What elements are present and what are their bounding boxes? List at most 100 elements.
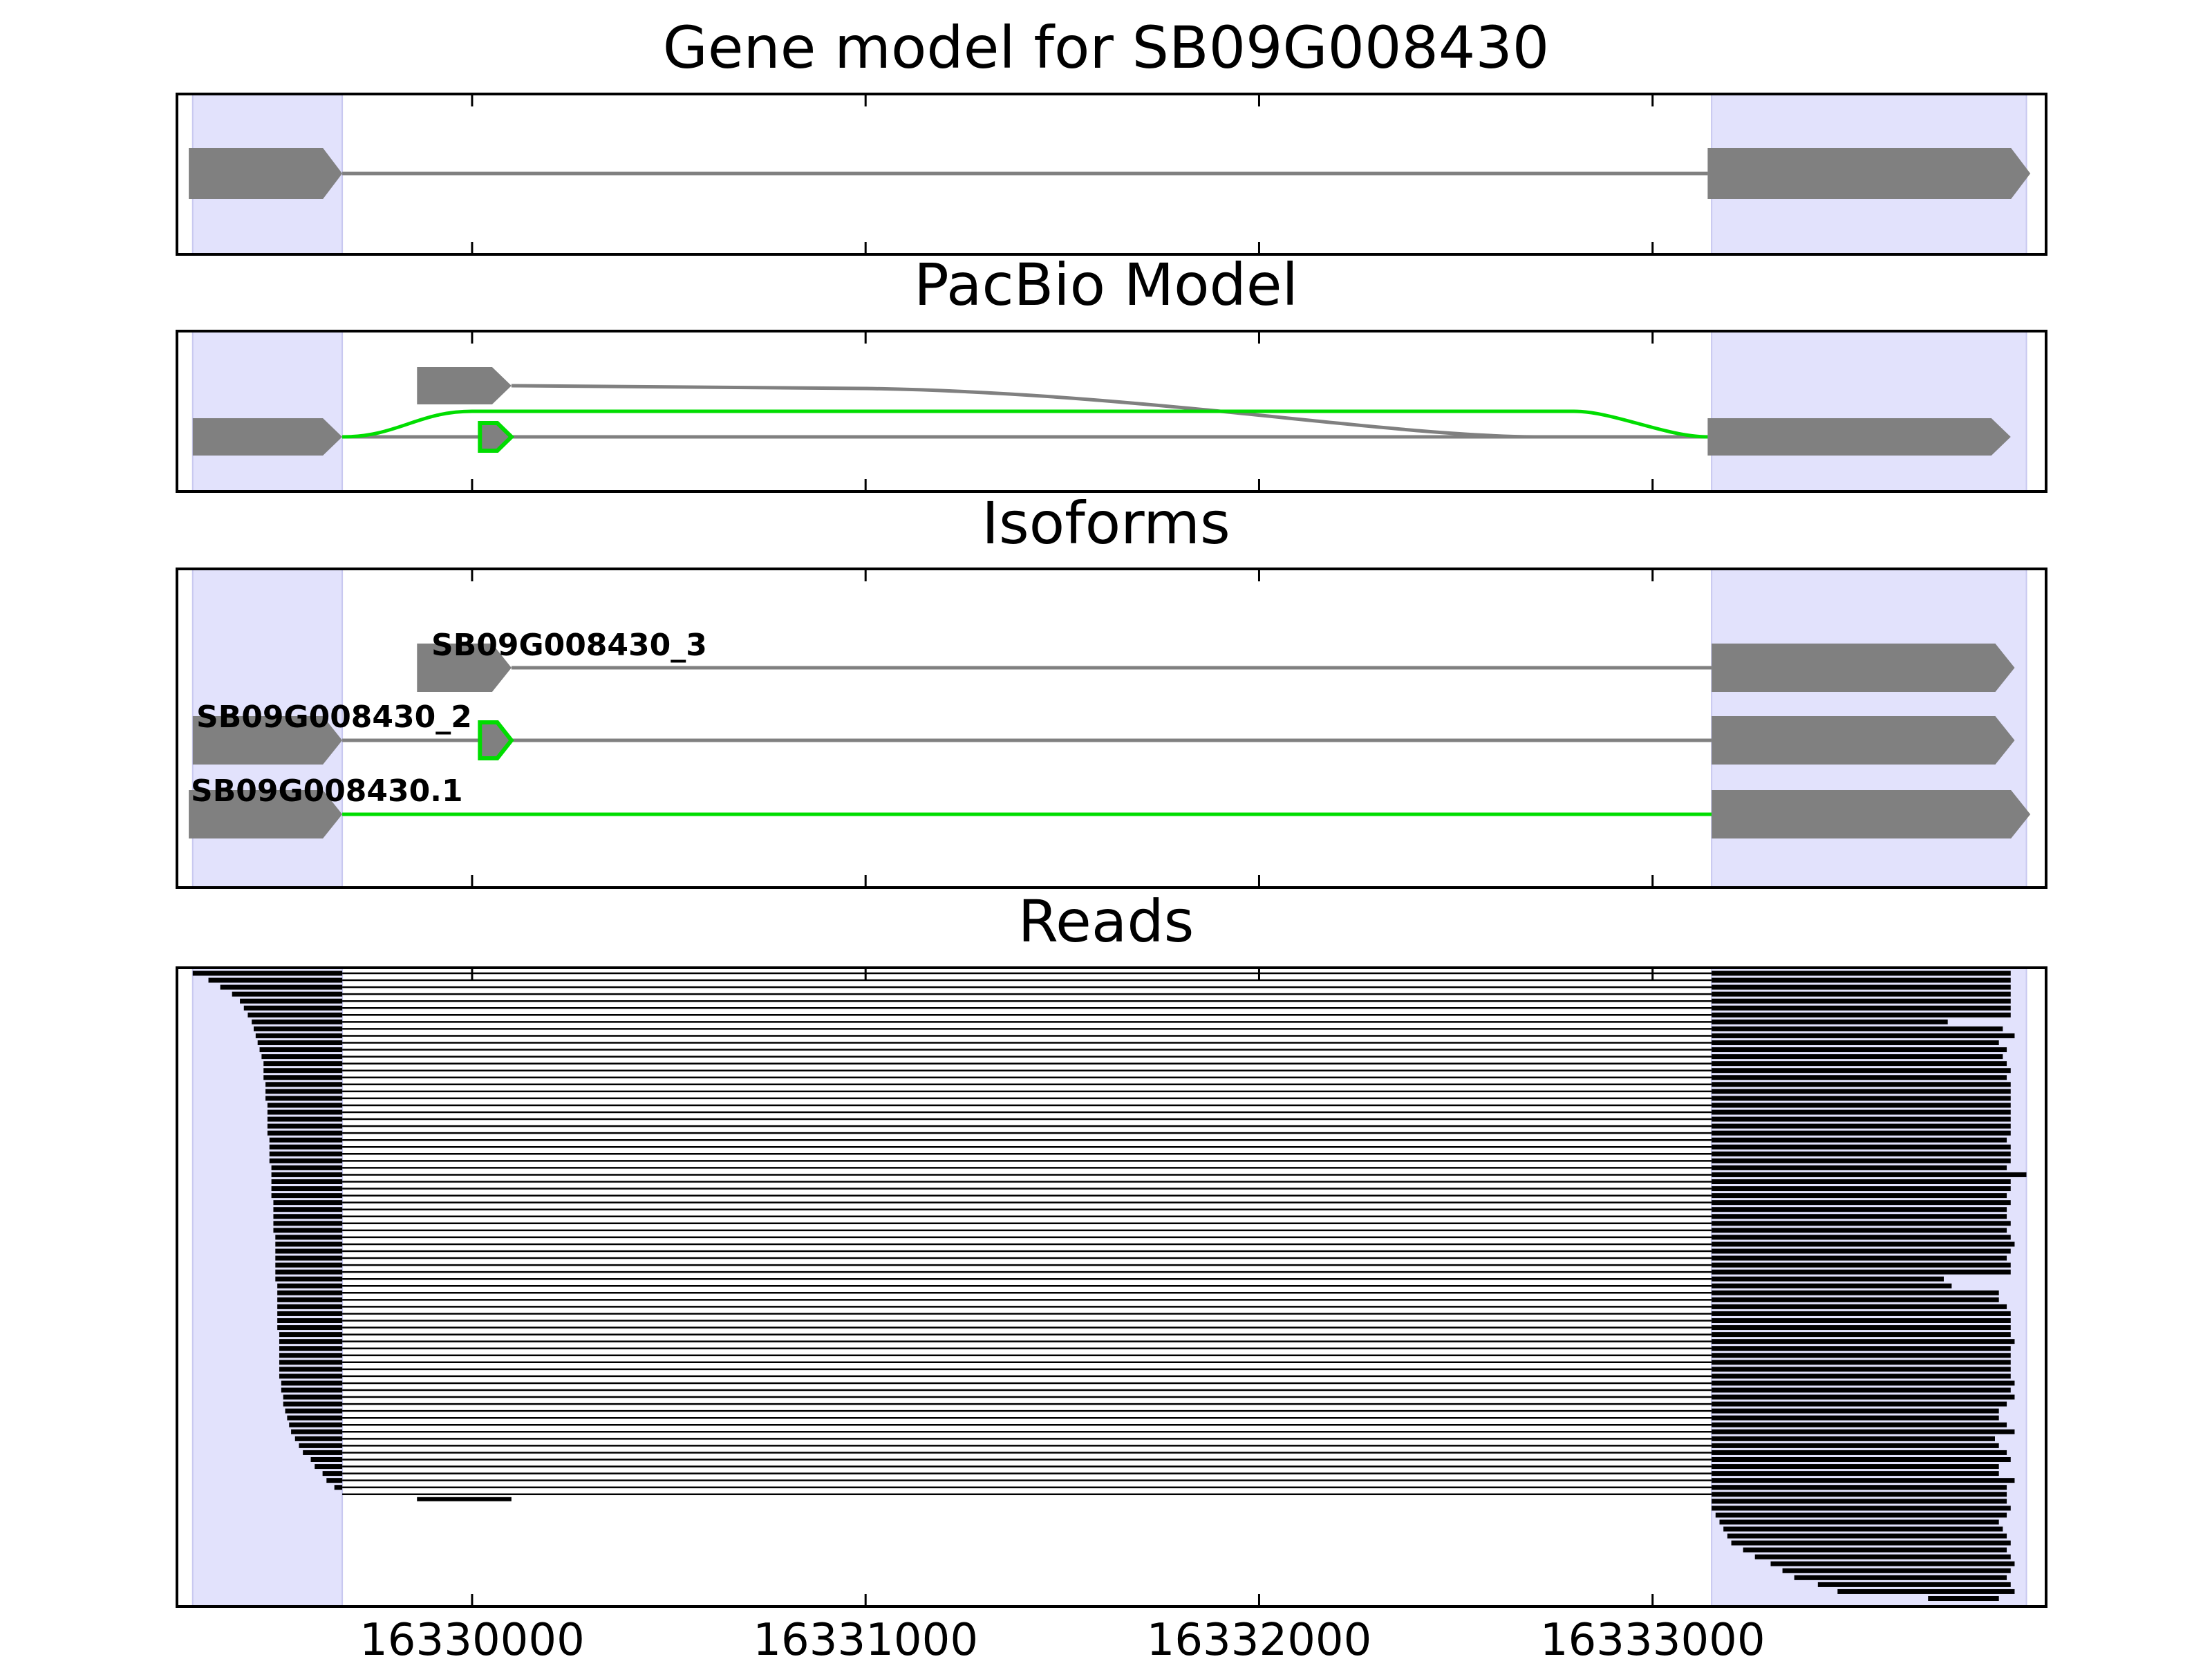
exon xyxy=(417,367,512,404)
x-tick-label: 16331000 xyxy=(753,1615,978,1659)
read-exon xyxy=(271,1186,343,1192)
read-unspliced xyxy=(1770,1561,2015,1566)
exon xyxy=(192,716,343,765)
read-exon xyxy=(267,1123,343,1129)
read-unspliced xyxy=(1712,1506,2011,1511)
read-exon xyxy=(269,1158,343,1163)
novel-exon xyxy=(478,720,514,760)
read-exon xyxy=(1712,1241,2015,1247)
read-exon xyxy=(247,1012,343,1018)
read-exon xyxy=(1712,1332,2011,1338)
read-exon xyxy=(240,998,343,1004)
gene-model-panel xyxy=(176,93,2047,256)
x-tick-label: 16330000 xyxy=(359,1615,585,1659)
read-exon xyxy=(1712,1367,2011,1372)
read-exon xyxy=(279,1360,343,1365)
read-exon xyxy=(275,1241,343,1247)
read-exon xyxy=(1712,1130,2011,1136)
read-exon xyxy=(275,1248,343,1254)
read-exon xyxy=(1712,1325,2011,1331)
read-exon xyxy=(275,1255,343,1261)
read-exon xyxy=(273,1207,343,1212)
read-exon xyxy=(281,1380,343,1386)
read-exon xyxy=(243,1005,343,1011)
read-exon xyxy=(1712,1436,1995,1441)
read-exon xyxy=(1712,1214,2007,1219)
isoform-label: SB09G008430_2 xyxy=(196,700,472,735)
read-exon xyxy=(1712,1311,2011,1316)
read-exon xyxy=(1712,1248,2011,1254)
read-exon xyxy=(1712,1485,2007,1490)
read-exon xyxy=(1712,971,2011,976)
novel-exon xyxy=(478,421,515,453)
read-exon xyxy=(1712,1207,2007,1212)
read-exon xyxy=(1712,1193,2007,1199)
read-exon xyxy=(1712,991,2011,997)
read-exon xyxy=(315,1464,343,1470)
read-unspliced xyxy=(1754,1554,2011,1559)
read-exon xyxy=(1712,1165,2007,1170)
read-fragment xyxy=(417,1497,512,1501)
read-exon xyxy=(1712,1318,2011,1323)
read-exon xyxy=(277,1290,343,1295)
read-exon xyxy=(1712,1457,2011,1462)
read-exon xyxy=(1712,1144,2011,1150)
read-unspliced xyxy=(1794,1575,2007,1580)
read-exon xyxy=(1712,977,2011,983)
read-exon xyxy=(208,977,343,983)
read-exon xyxy=(1712,1158,2011,1163)
read-exon xyxy=(283,1401,343,1407)
read-exon xyxy=(1712,1290,1999,1295)
read-exon xyxy=(279,1367,343,1372)
read-exon xyxy=(271,1165,343,1170)
read-exon xyxy=(1712,1054,2003,1060)
read-exon xyxy=(279,1332,343,1338)
read-exon xyxy=(1712,1096,2011,1101)
read-exon xyxy=(220,984,343,990)
read-exon xyxy=(279,1374,343,1379)
exon xyxy=(1712,790,2031,838)
read-exon xyxy=(1712,1235,2011,1240)
read-exon xyxy=(1712,1304,2007,1309)
read-exon xyxy=(1712,1026,2003,1031)
pacbio-model-panel xyxy=(176,330,2047,493)
read-exon xyxy=(1712,1151,2011,1156)
read-exon xyxy=(275,1269,343,1275)
read-exon xyxy=(1712,1471,1999,1477)
read-unspliced xyxy=(1782,1568,2011,1573)
read-exon xyxy=(294,1436,343,1441)
read-exon xyxy=(1712,1123,2011,1129)
read-exon xyxy=(322,1471,343,1477)
read-exon xyxy=(1712,1179,2011,1184)
read-exon xyxy=(1712,1353,2011,1358)
read-exon xyxy=(1712,1109,2011,1115)
read-exon xyxy=(271,1193,343,1199)
read-exon xyxy=(279,1339,343,1344)
read-exon xyxy=(273,1228,343,1233)
read-exon xyxy=(259,1047,343,1053)
read-exon xyxy=(275,1276,343,1282)
read-exon xyxy=(1712,1061,2007,1067)
read-exon xyxy=(1712,1255,2007,1261)
exon xyxy=(189,790,343,838)
read-exon xyxy=(1712,1269,2011,1275)
read-exon xyxy=(281,1387,343,1393)
read-exon xyxy=(1712,1374,2011,1379)
read-exon xyxy=(277,1297,343,1302)
read-exon xyxy=(1712,1228,2007,1233)
read-exon xyxy=(269,1137,343,1143)
intron-curve xyxy=(511,384,1708,439)
read-exon xyxy=(1712,1221,2011,1226)
novel-intron-curve xyxy=(342,409,1708,439)
read-exon xyxy=(1712,1082,2011,1087)
read-exon xyxy=(273,1221,343,1226)
read-exon xyxy=(255,1033,343,1038)
read-exon xyxy=(269,1151,343,1156)
highlight-region xyxy=(191,330,344,492)
read-exon xyxy=(275,1262,343,1268)
read-exon xyxy=(1712,1387,2011,1393)
exon xyxy=(1707,418,2011,456)
read-exon xyxy=(1712,1276,1944,1282)
read-exon xyxy=(1712,984,2011,990)
read-exon xyxy=(1712,1103,2011,1108)
